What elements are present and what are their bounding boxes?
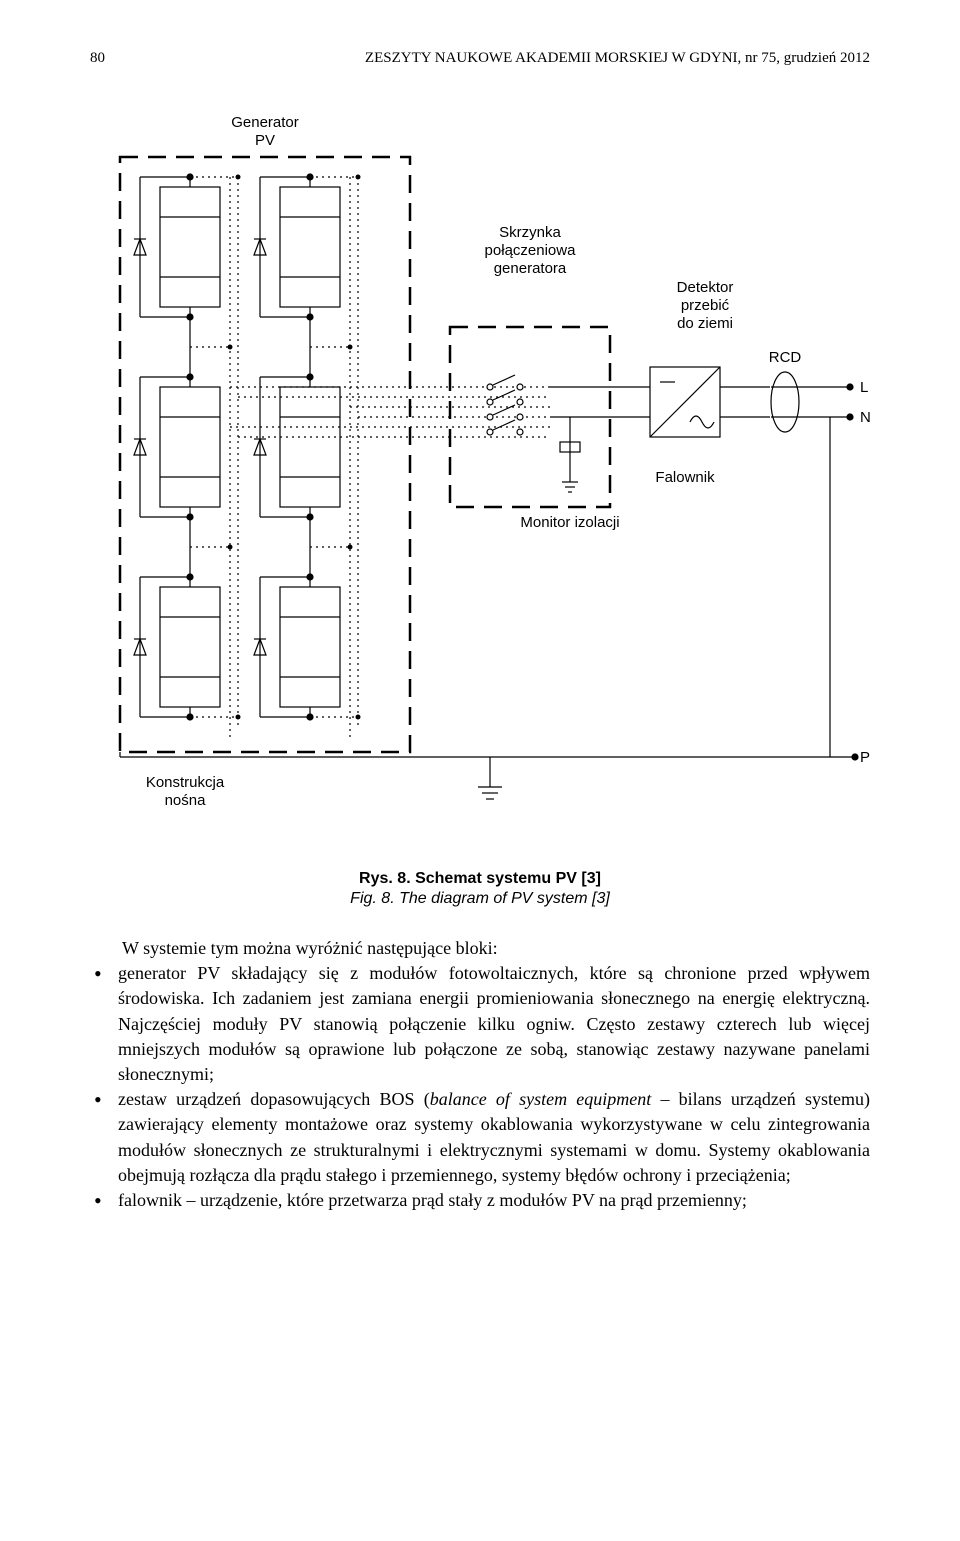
svg-text:Skrzynka: Skrzynka xyxy=(499,224,561,241)
svg-text:generatora: generatora xyxy=(494,260,567,277)
bullet-item: falownik – urządzenie, które przetwarza … xyxy=(90,1188,870,1213)
bullet-item: generator PV składający się z modułów fo… xyxy=(90,961,870,1087)
pv-system-diagram: Generator PV xyxy=(90,87,870,852)
svg-text:Detektor: Detektor xyxy=(677,279,734,296)
svg-text:Generator: Generator xyxy=(231,114,299,131)
svg-text:do ziemi: do ziemi xyxy=(677,315,733,332)
figure-caption: Rys. 8. Schemat systemu PV [3] Fig. 8. T… xyxy=(90,870,870,908)
svg-text:N: N xyxy=(860,409,870,426)
svg-text:Monitor izolacji: Monitor izolacji xyxy=(520,514,619,531)
diagram-svg: Generator PV xyxy=(90,87,870,847)
svg-text:Konstrukcja: Konstrukcja xyxy=(146,774,225,791)
intro-paragraph: W systemie tym można wyróżnić następując… xyxy=(90,936,870,961)
bullet-item: zestaw urządzeń dopasowujących BOS (bala… xyxy=(90,1087,870,1188)
svg-text:RCD: RCD xyxy=(769,349,802,366)
svg-text:PV: PV xyxy=(255,132,275,149)
bullet-text: falownik – urządzenie, które przetwarza … xyxy=(118,1190,747,1210)
caption-en: Fig. 8. The diagram of PV system [3] xyxy=(90,890,870,908)
bullet-text: zestaw urządzeń dopasowujących BOS (bala… xyxy=(118,1089,870,1185)
page-number: 80 xyxy=(90,50,105,67)
svg-text:Falownik: Falownik xyxy=(655,469,715,486)
body-text: W systemie tym można wyróżnić następując… xyxy=(90,936,870,1213)
svg-text:nośna: nośna xyxy=(165,792,207,809)
caption-pl: Rys. 8. Schemat systemu PV [3] xyxy=(90,870,870,888)
page-header: 80 ZESZYTY NAUKOWE AKADEMII MORSKIEJ W G… xyxy=(90,50,870,67)
svg-text:połączeniowa: połączeniowa xyxy=(485,242,577,259)
bullet-list: generator PV składający się z modułów fo… xyxy=(90,961,870,1213)
journal-title: ZESZYTY NAUKOWE AKADEMII MORSKIEJ W GDYN… xyxy=(365,50,870,67)
svg-text:PE: PE xyxy=(860,749,870,766)
svg-text:przebić: przebić xyxy=(681,297,730,314)
bullet-text: generator PV składający się z modułów fo… xyxy=(118,963,870,1084)
svg-text:L: L xyxy=(860,379,868,396)
